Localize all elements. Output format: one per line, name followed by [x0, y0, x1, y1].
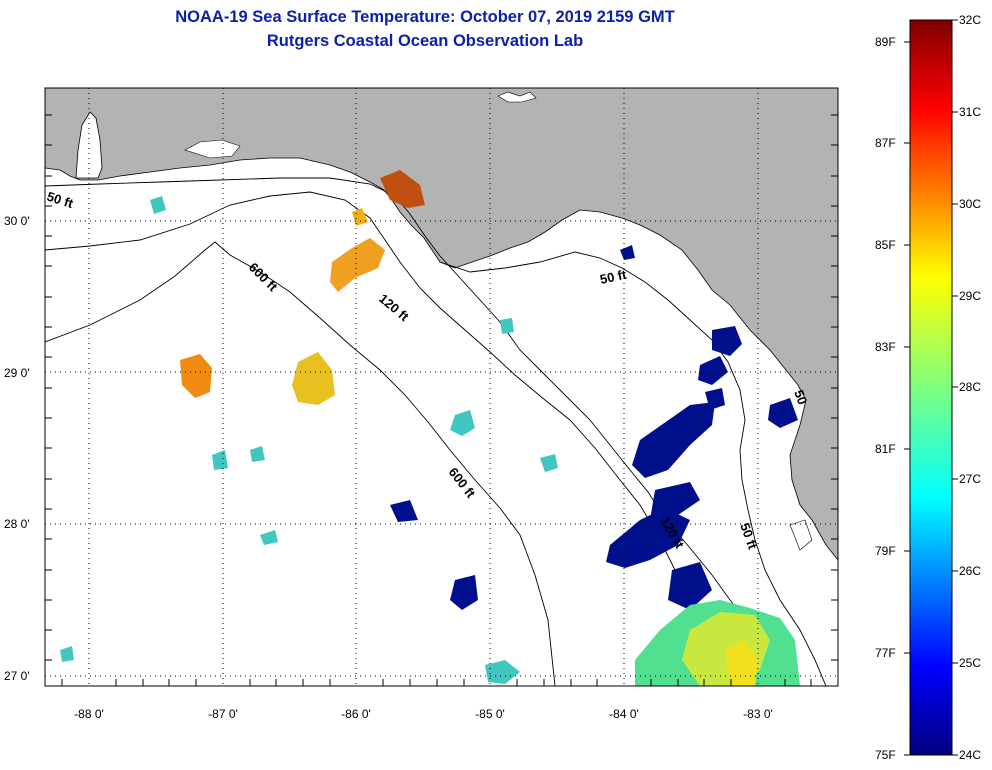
- colorbar-celsius-label: 24C: [959, 748, 981, 762]
- axis-ticks: [45, 114, 838, 686]
- colorbar-celsius-label: 27C: [959, 472, 981, 486]
- contour-50ft-east: [439, 251, 827, 686]
- contour-label: 50: [791, 388, 810, 407]
- lat-label: 27 0': [4, 669, 30, 683]
- lon-label: -85 0': [475, 707, 505, 721]
- colorbar-celsius-label: 30C: [959, 197, 981, 211]
- map-subtitle: Rutgers Coastal Ocean Observation Lab: [266, 32, 584, 50]
- contour-label: 50 ft: [599, 267, 629, 287]
- colorbar-celsius-label: 29C: [959, 289, 981, 303]
- sst-southeast-region: [635, 600, 800, 686]
- contour-600ft: [45, 241, 556, 686]
- lon-label: -87 0': [208, 707, 238, 721]
- colorbar-fahrenheit-label: 81F: [875, 442, 896, 456]
- sst-scattered-pixels: [60, 196, 558, 684]
- lon-label: -86 0': [341, 707, 371, 721]
- colorbar: [909, 19, 953, 756]
- colorbar-fahrenheit-label: 83F: [875, 340, 896, 354]
- colorbar-celsius-label: 25C: [959, 656, 981, 670]
- colorbar-fahrenheit-label: 85F: [875, 238, 896, 252]
- colorbar-celsius-label: 28C: [959, 380, 981, 394]
- lat-label: 30 0': [4, 214, 30, 228]
- inland-water: [789, 519, 813, 551]
- colorbar-ticks: [904, 19, 958, 756]
- mobile-bay: [75, 111, 103, 179]
- colorbar-celsius-label: 32C: [959, 13, 981, 27]
- contour-50ft: [45, 177, 793, 686]
- lat-label: 29 0': [4, 366, 30, 380]
- colorbar-fahrenheit-label: 87F: [875, 136, 896, 150]
- lon-label: -88 0': [74, 707, 104, 721]
- colorbar-fahrenheit-label: 89F: [875, 35, 896, 49]
- colorbar-fahrenheit-label: 77F: [875, 646, 896, 660]
- inland-water: [184, 139, 241, 159]
- land-mass: [45, 88, 838, 561]
- inland-water: [497, 91, 537, 103]
- colorbar-celsius-label: 26C: [959, 564, 981, 578]
- colorbar-fahrenheit-label: 75F: [875, 748, 896, 762]
- map-title: NOAA-19 Sea Surface Temperature: October…: [175, 8, 675, 26]
- lat-label: 28 0': [4, 517, 30, 531]
- colorbar-celsius-label: 31C: [959, 105, 981, 119]
- map-border: [44, 87, 839, 687]
- lon-label: -83 0': [743, 707, 773, 721]
- graticule: [45, 88, 838, 686]
- colorbar-fahrenheit-label: 79F: [875, 544, 896, 558]
- lon-label: -84 0': [609, 707, 639, 721]
